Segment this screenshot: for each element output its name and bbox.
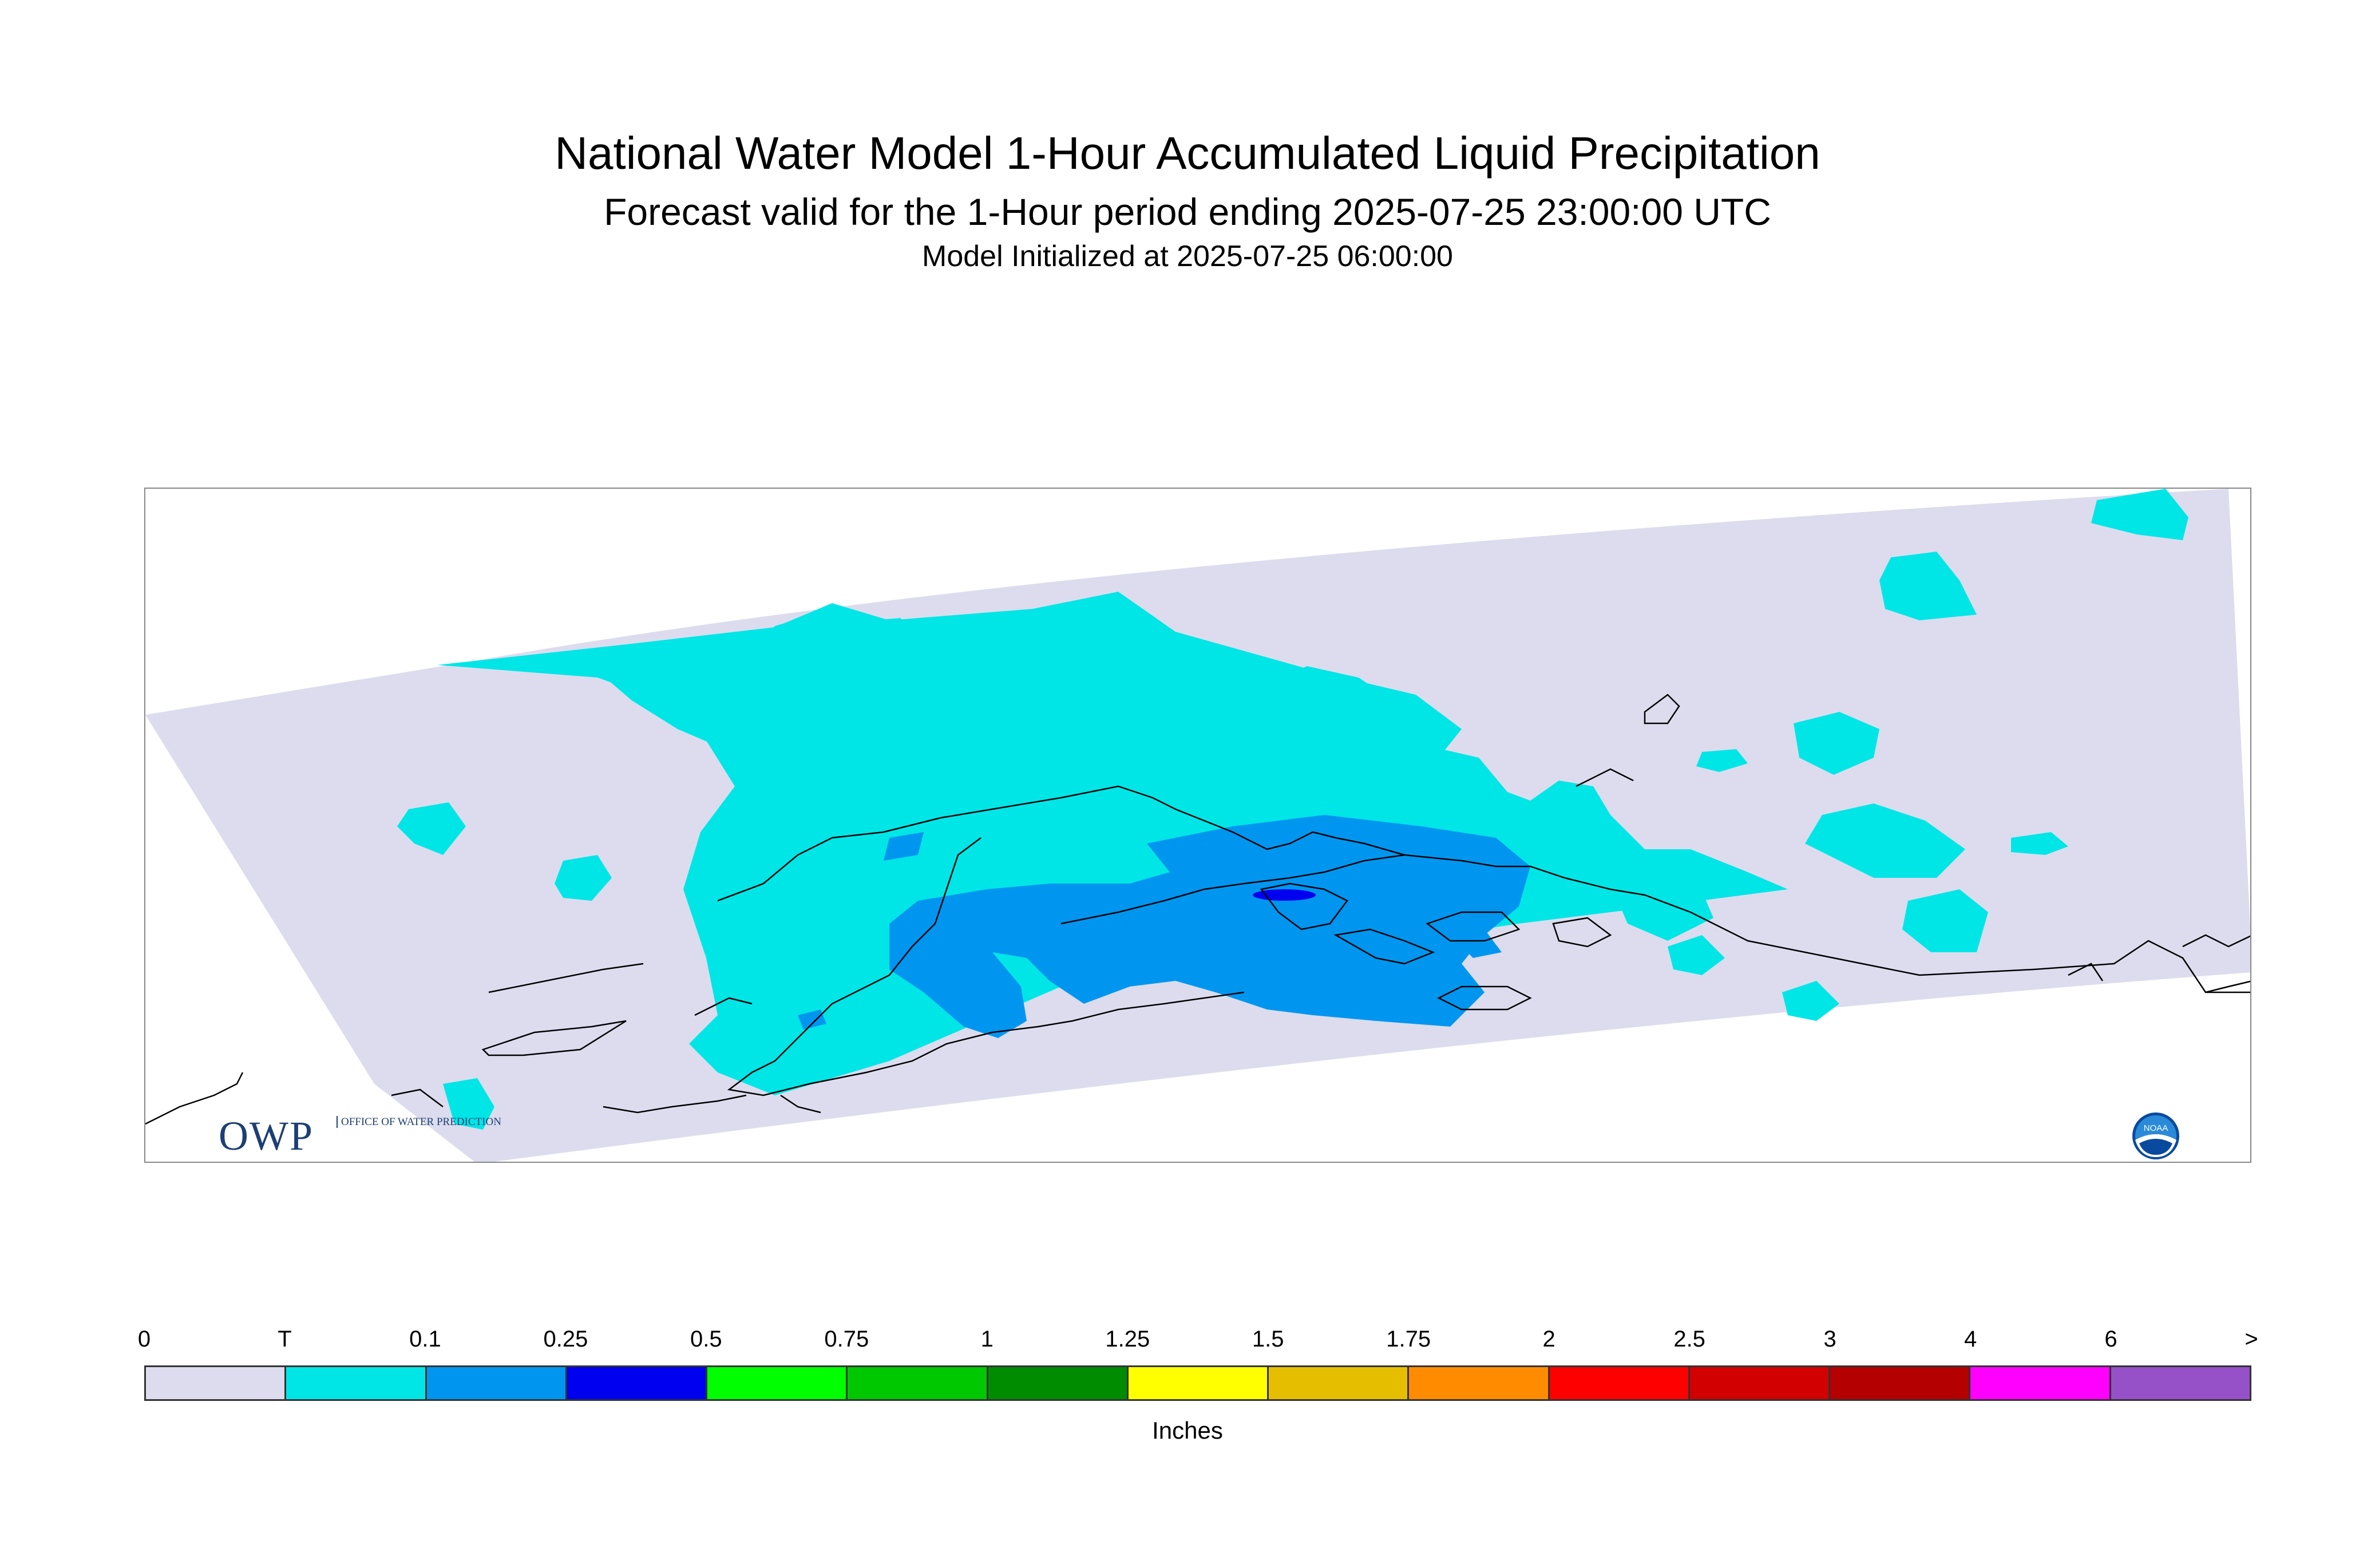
legend-swatch (1830, 1367, 1971, 1399)
coastlines (145, 694, 2250, 1125)
owp-logo-text: OWP (219, 1113, 314, 1159)
legend-swatch (848, 1367, 988, 1399)
legend-tick-label: > (2245, 1327, 2258, 1352)
legend-swatch (1689, 1367, 1831, 1399)
legend-swatch (1128, 1367, 1269, 1399)
svg-text:NOAA: NOAA (2144, 1123, 2168, 1133)
owp-logo-subtext: OFFICE OF WATER PREDICTION (337, 1116, 501, 1128)
noaa-logo: NOAA (2131, 1111, 2180, 1161)
legend-swatch (1269, 1367, 1410, 1399)
color-legend-bar (144, 1365, 2251, 1401)
legend-swatch (1970, 1367, 2111, 1399)
light-precip-areas (798, 815, 1530, 1038)
legend-tick-label: 1.5 (1252, 1327, 1284, 1352)
legend-swatch (988, 1367, 1129, 1399)
map-canvas (145, 489, 2250, 1162)
legend-tick-label: 0.75 (824, 1327, 869, 1352)
legend-tick-label: 0 (137, 1327, 151, 1352)
legend-tick-label: T (278, 1327, 292, 1352)
legend-tick-label: 6 (2104, 1327, 2117, 1352)
model-init-line: Model Initialized at 2025-07-25 06:00:00 (922, 240, 1453, 273)
legend-swatch (146, 1367, 287, 1399)
legend-units-label: Inches (1152, 1417, 1223, 1444)
owp-logo: OWP OFFICE OF WATER PREDICTION (219, 1112, 501, 1160)
map-title: National Water Model 1-Hour Accumulated … (555, 128, 1820, 179)
legend-swatch (567, 1367, 708, 1399)
legend-tick-label: 1.25 (1105, 1327, 1150, 1352)
legend-tick-label: 1 (980, 1327, 993, 1352)
legend-tick-label: 2.5 (1673, 1327, 1705, 1352)
noaa-logo-icon: NOAA (2132, 1112, 2179, 1159)
legend-tick-label: 4 (1964, 1327, 1977, 1352)
precipitation-map[interactable]: OWP OFFICE OF WATER PREDICTION NOAA (144, 488, 2251, 1163)
legend-tick-label: 0.25 (543, 1327, 588, 1352)
legend-swatch (1549, 1367, 1690, 1399)
legend-swatch (707, 1367, 848, 1399)
legend-tick-label: 1.75 (1386, 1327, 1431, 1352)
legend-tick-label: 0.1 (409, 1327, 441, 1352)
legend-tick-label: 2 (1542, 1327, 1555, 1352)
legend-tick-label: 0.5 (690, 1327, 722, 1352)
legend-swatch (286, 1367, 427, 1399)
legend-swatch (426, 1367, 567, 1399)
map-subtitle: Forecast valid for the 1-Hour period end… (604, 191, 1771, 233)
legend-tick-label: 3 (1823, 1327, 1836, 1352)
legend-swatch (1409, 1367, 1550, 1399)
legend-swatch (2111, 1367, 2250, 1399)
